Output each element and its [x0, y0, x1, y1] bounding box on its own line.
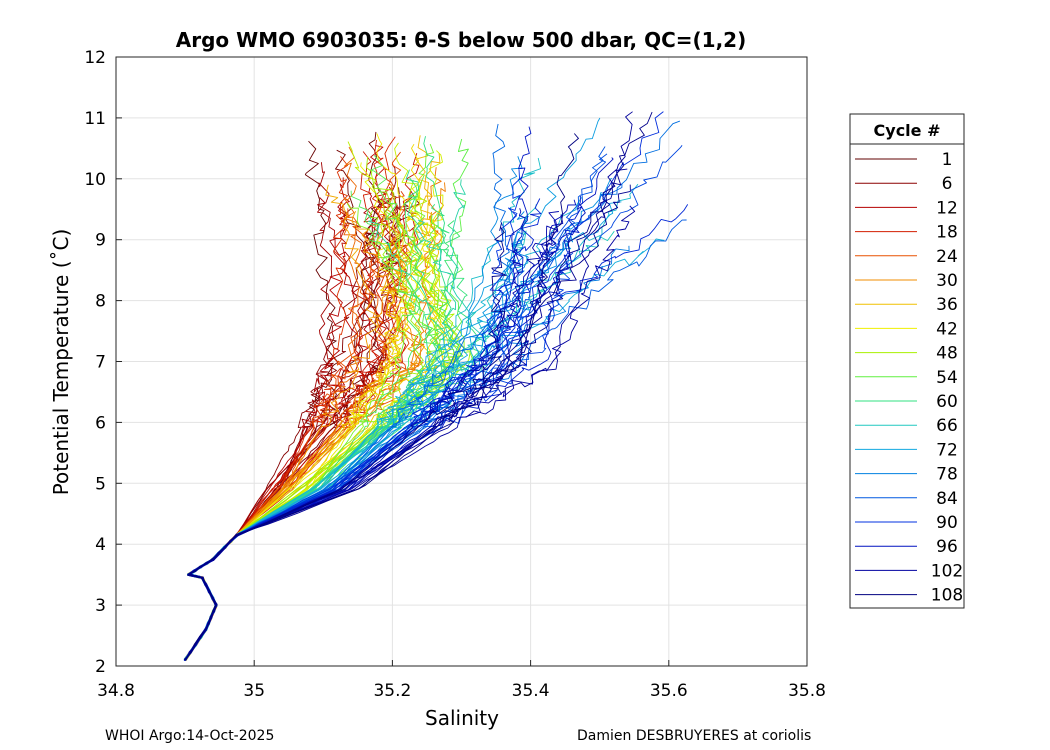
y-tick-label: 5 — [95, 474, 106, 494]
profile-line-cycle-27 — [185, 146, 363, 660]
profile-line-cycle-98 — [185, 208, 526, 661]
profile-line-cycle-108 — [183, 133, 579, 661]
profile-line-cycle-86 — [183, 153, 608, 661]
legend-label-66: 66 — [936, 416, 958, 436]
y-tick-label: 11 — [84, 109, 106, 129]
legend-label-1: 1 — [942, 150, 953, 170]
legend-label-6: 6 — [942, 174, 953, 194]
y-tick-label: 10 — [84, 170, 106, 190]
x-tick-label: 35.6 — [650, 681, 688, 701]
legend-label-90: 90 — [936, 513, 958, 533]
legend-label-96: 96 — [936, 537, 958, 557]
legend-label-60: 60 — [936, 392, 958, 412]
profile-line-cycle-106 — [185, 111, 653, 661]
x-tick-label: 35.4 — [512, 681, 550, 701]
y-tick-label: 4 — [95, 535, 106, 555]
legend-label-54: 54 — [936, 368, 958, 388]
legend-items: 1 6 12 18 24 30 36 42 48 54 60 66 72 78 84 90 96 102 108 — [855, 150, 963, 606]
series-group — [183, 111, 689, 662]
profile-line-cycle-104 — [185, 168, 628, 661]
plot-area — [183, 111, 689, 662]
y-axis-label: Potential Temperature (˚C) — [49, 229, 73, 496]
legend-label-84: 84 — [936, 489, 958, 509]
grid-lines — [115, 56, 808, 667]
footer-left: WHOI Argo:14-Oct-2025 — [105, 728, 274, 744]
legend-label-24: 24 — [936, 247, 958, 267]
y-tick-label: 6 — [95, 413, 106, 433]
profile-line-cycle-93 — [184, 198, 542, 661]
legend-label-48: 48 — [936, 344, 958, 364]
profile-line-cycle-5 — [185, 187, 402, 660]
legend-label-30: 30 — [936, 271, 958, 291]
legend-label-42: 42 — [936, 319, 958, 339]
legend-box — [849, 113, 965, 609]
profile-line-cycle-71 — [185, 238, 665, 660]
y-axis-ticks: 2 3 4 5 6 7 8 9 10 11 12 — [84, 48, 122, 677]
profile-line-cycle-95 — [184, 126, 532, 660]
chart-title: Argo WMO 6903035: θ-S below 500 dbar, QC… — [176, 28, 746, 52]
x-axis-ticks: 34.8 35 35.2 35.4 35.6 35.8 — [97, 660, 826, 701]
x-axis-label: Salinity — [425, 706, 499, 730]
profile-line-cycle-19 — [184, 140, 390, 660]
legend-label-102: 102 — [931, 561, 963, 581]
y-tick-label: 3 — [95, 596, 106, 616]
legend-title: Cycle # — [874, 121, 941, 140]
legend-label-78: 78 — [936, 465, 958, 485]
x-tick-label: 35 — [243, 681, 265, 701]
legend-label-12: 12 — [936, 198, 958, 218]
profile-line-cycle-3 — [184, 131, 381, 661]
profile-line-cycle-85 — [184, 146, 606, 662]
profile-line-cycle-68 — [184, 157, 542, 660]
legend: Cycle # 1 6 12 18 24 30 36 42 48 54 60 66 72 78 84 90 96… — [849, 113, 965, 609]
y-tick-label: 2 — [95, 657, 106, 677]
legend-label-18: 18 — [936, 223, 958, 243]
x-tick-label: 35.8 — [788, 681, 826, 701]
y-tick-label: 8 — [95, 292, 106, 312]
y-tick-label: 12 — [84, 48, 106, 68]
legend-label-72: 72 — [936, 440, 958, 460]
y-tick-label: 7 — [95, 353, 106, 373]
footer-right: Damien DESBRUYERES at coriolis — [577, 728, 811, 744]
x-tick-label: 34.8 — [97, 681, 135, 701]
legend-label-108: 108 — [931, 586, 963, 606]
y-tick-label: 9 — [95, 231, 106, 251]
legend-label-36: 36 — [936, 295, 958, 315]
x-tick-label: 35.2 — [373, 681, 411, 701]
